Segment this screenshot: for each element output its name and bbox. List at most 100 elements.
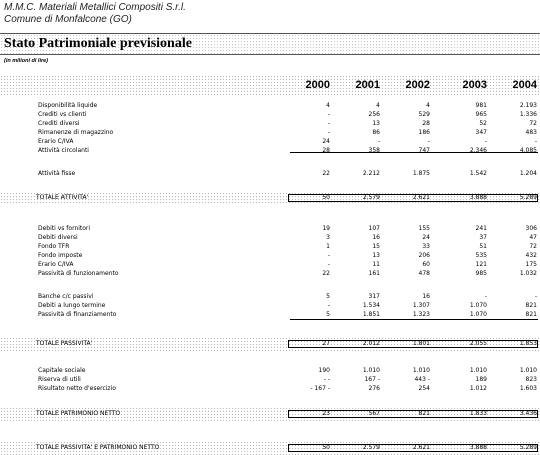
table-row: Crediti diversi - 13 28 52 72 [0,119,540,128]
row-value: - [484,138,487,145]
table-row: Crediti vs clienti - 256 529 965 1.336 [0,110,540,119]
row-value: 432 [525,252,537,259]
row-value: 1.875 [412,170,430,177]
table-row: Capitale sociale 190 1.010 1.010 1.010 1.010 [0,366,540,375]
row-label: Crediti vs clienti [38,111,87,118]
row-value: 1.012 [469,385,487,392]
row-value: 23 [322,410,330,417]
row-label: Attività fisse [38,170,76,177]
row-label: Erario C/IVA [38,261,74,268]
row-value: 3.888 [469,444,487,451]
row-value: 1.204 [519,170,537,177]
row-value: 4 [376,102,380,109]
subtotal-rule [290,319,538,320]
year-header: 2002 [405,79,430,91]
row-value: 1.010 [362,367,380,374]
row-value: 535 [475,252,487,259]
row-value: 821 [525,311,537,318]
row-value: 1.603 [519,385,537,392]
row-value: 2.579 [362,194,380,201]
table-row: TOTALE PATRIMONIO NETTO 23 567 821 1.833 3.43… [0,409,540,418]
row-value: 186 [418,129,430,136]
row-value: 60 [422,261,430,268]
row-value: 1.032 [519,270,537,277]
row-value: - [327,129,330,136]
row-label: Passività di funzionamento [38,270,119,277]
row-label: Banche c/c passivi [38,293,94,300]
row-value: 107 [368,225,380,232]
year-header: 2000 [305,79,330,91]
year-header: 2001 [355,79,380,91]
row-value: 306 [525,225,537,232]
row-value: 821 [525,302,537,309]
row-value: 529 [418,111,430,118]
row-value: - [377,138,380,145]
table-row: Debiti a lungo termine - 1.534 1.307 1.070 82… [0,301,540,310]
row-value: 189 [475,376,487,383]
row-label: TOTALE PATRIMONIO NETTO [36,410,121,417]
row-value: 3 [326,234,330,241]
row-value: 52 [479,120,487,127]
row-value: 50 [322,444,330,451]
table-row: Passività di finanziamento 5 1.851 1.323 1.0… [0,310,540,319]
row-value: 5 [326,293,330,300]
company-name: M.M.C. Materiali Metallici Compositi S.r… [4,2,186,13]
row-value: 1 [326,243,330,250]
row-value: - [327,252,330,259]
table-row: Fondo TFR 1 15 33 51 72 [0,242,540,251]
row-value: 155 [418,225,430,232]
table-row: Attività fisse 22 2.212 1.875 1.542 1.204 [0,169,540,178]
row-value: 4 [326,102,330,109]
row-value: 206 [418,252,430,259]
row-value: 175 [525,261,537,268]
row-value: 256 [368,111,380,118]
row-value: 347 [475,129,487,136]
row-label: Debiti vs fornitori [38,225,91,232]
row-label: Crediti diversi [38,120,80,127]
row-label: Riserva di utili [38,376,81,383]
row-value: 27 [322,340,330,347]
row-value: 13 [372,120,380,127]
row-value: 37 [479,234,487,241]
row-value: 241 [475,225,487,232]
row-value: 2.621 [412,444,430,451]
row-value: 747 [418,147,430,154]
row-value: - [534,138,537,145]
page-title: Stato Patrimoniale previsionale [4,36,192,51]
row-value: 1.010 [519,367,537,374]
row-value: 190 [318,367,330,374]
row-value: 1.307 [412,302,430,309]
table-row: Debiti diversi 3 16 24 37 47 [0,233,540,242]
row-label: TOTALE PASSIVITA' E PATRIMONIO NETTO [36,444,160,451]
row-value: 72 [529,243,537,250]
year-header: 2003 [462,79,487,91]
row-value: 2.055 [469,340,487,347]
company-location: Comune di Monfalcone (GO) [4,14,132,25]
row-value: - - [323,376,330,383]
row-value: 483 [525,129,537,136]
row-label: Passività di finanziamento [38,311,117,318]
row-value: 1.010 [412,367,430,374]
row-value: 1.323 [412,311,430,318]
total-box [288,444,538,452]
row-value: 2.621 [412,194,430,201]
row-value: 13 [372,252,380,259]
row-label: TOTALE ATTIVITA' [36,194,89,201]
row-value: 1.542 [469,170,487,177]
table-row: Risultato netto d'esercizio - 167 - 276 254… [0,384,540,393]
total-box [288,194,538,202]
row-label: Capitale sociale [38,367,86,374]
row-value: - [484,293,487,300]
table-row: Banche c/c passivi 5 317 16 - - [0,292,540,301]
header-band [0,75,540,95]
row-value: 1.336 [519,111,537,118]
table-row: Attività circolanti 28 358 747 2.346 4.085 [0,146,540,155]
total-box [288,340,538,348]
row-value: 443 - [414,376,430,383]
row-value: 823 [525,376,537,383]
row-value: 50 [322,194,330,201]
row-label: Risultato netto d'esercizio [38,385,116,392]
row-value: 478 [418,270,430,277]
row-value: - 167 - [310,385,330,392]
row-value: 4 [426,102,430,109]
